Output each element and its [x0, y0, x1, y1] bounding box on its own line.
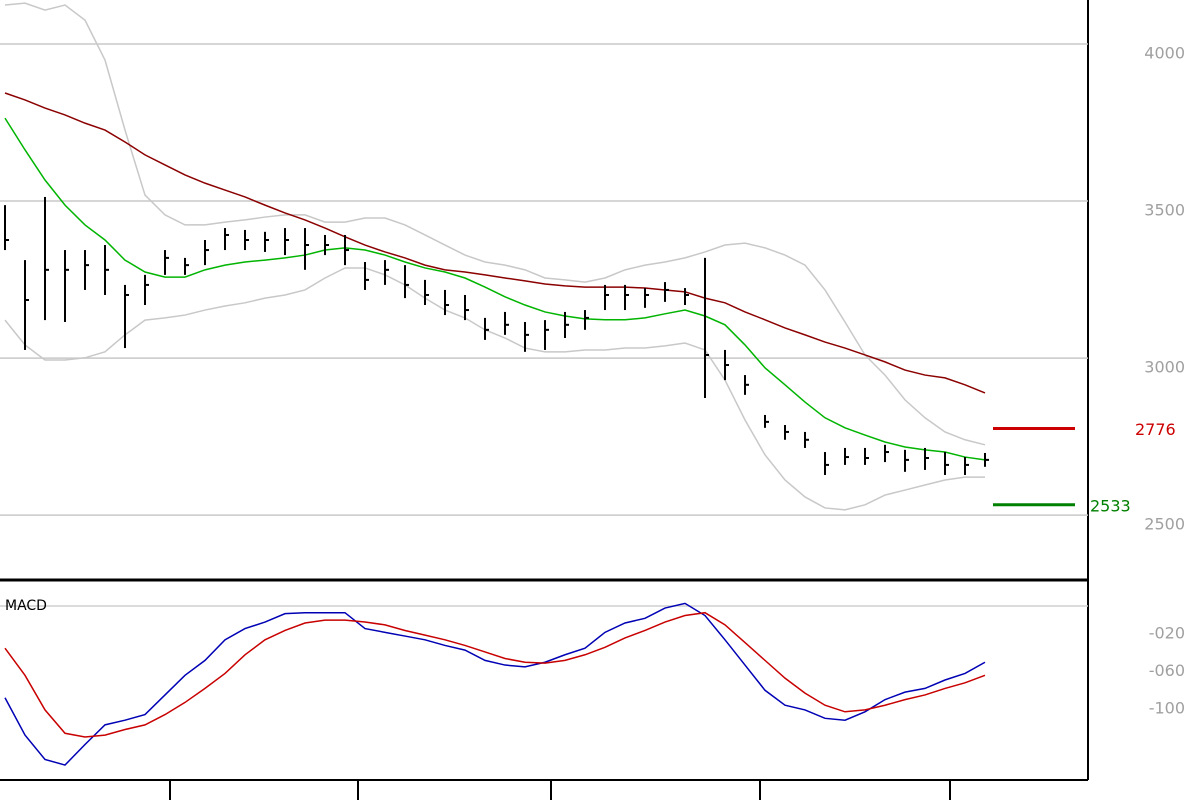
x-ticks — [169, 780, 951, 800]
y-tick-label: 4000 — [1144, 43, 1185, 62]
indicator-line — [4, 267, 985, 511]
y-tick-label: 2500 — [1144, 515, 1185, 534]
panel-title: MACD — [5, 598, 47, 614]
indicator-line — [4, 2, 986, 446]
y-tick-label: 3000 — [1144, 358, 1185, 377]
y-tick-label: 3500 — [1144, 201, 1185, 220]
level-label: 2533 — [1090, 496, 1131, 515]
y-tick-label: -020 — [1149, 624, 1185, 643]
macd-line — [4, 602, 986, 766]
y-tick-label: -100 — [1149, 698, 1185, 717]
indicator-line — [4, 117, 986, 461]
y-tick-label: -060 — [1149, 661, 1185, 680]
indicator-line — [4, 92, 986, 394]
macd-line — [4, 611, 986, 738]
level-label: 2776 — [1135, 420, 1176, 439]
